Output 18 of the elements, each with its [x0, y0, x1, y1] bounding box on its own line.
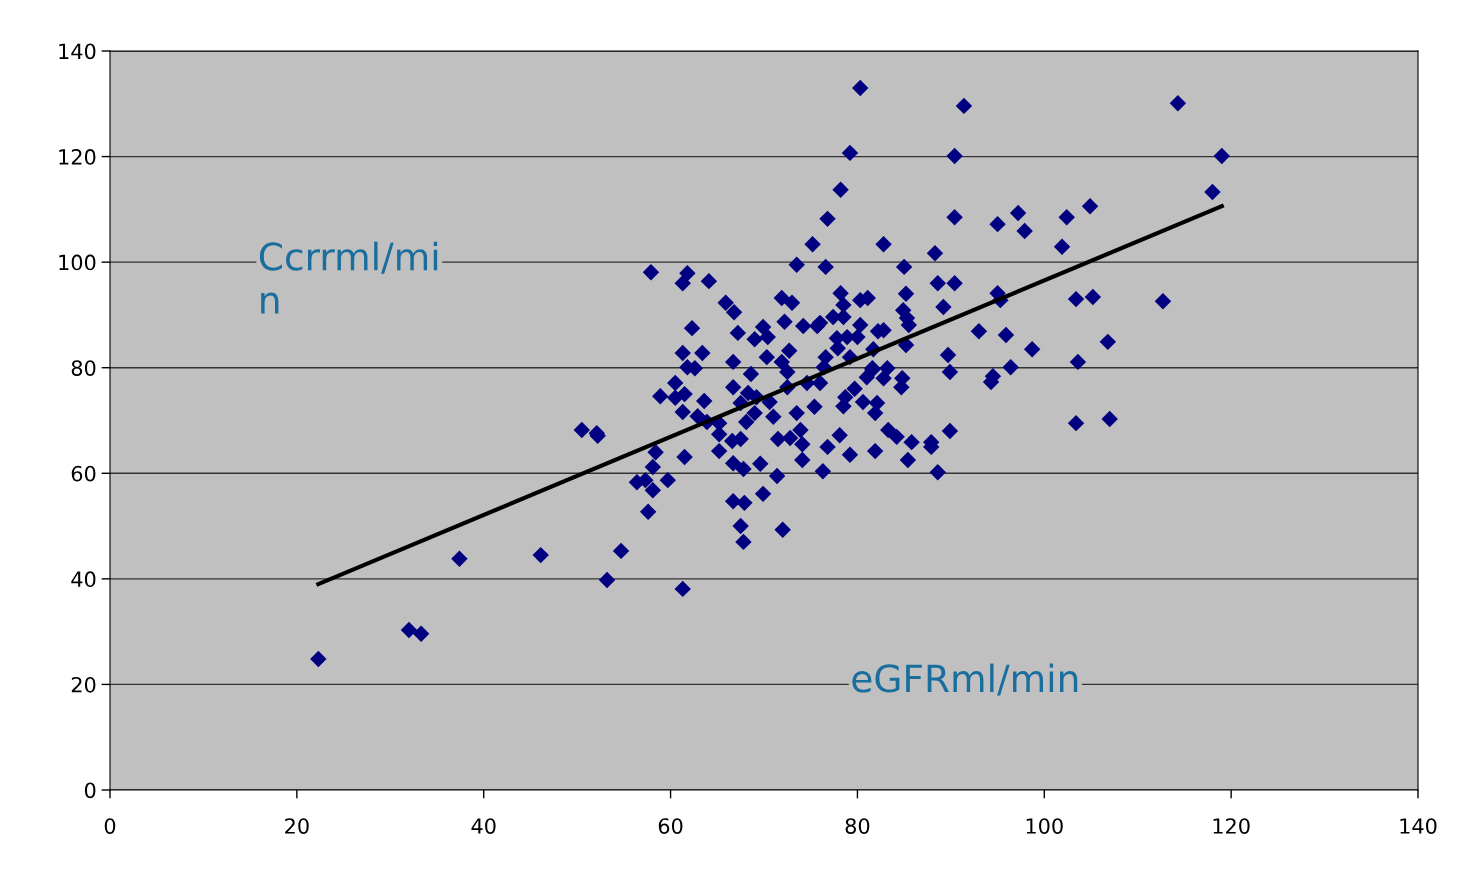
y-tick-label: 140: [59, 43, 96, 60]
y-tick-label: 40: [71, 571, 96, 588]
y-tick-label: 100: [59, 254, 96, 271]
x-axis-title: eGFRml/min: [852, 663, 1078, 696]
x-tick-label: 40: [471, 818, 496, 834]
y-tick-label: 60: [71, 465, 96, 482]
y-axis-title: Ccrrml/mi n: [259, 241, 438, 314]
y-tick-label: 20: [71, 676, 96, 693]
y-tick-label: 120: [59, 149, 96, 165]
x-tick-label: 100: [1026, 818, 1063, 834]
y-tick-label: 0: [84, 782, 96, 799]
x-tick-label: 80: [845, 818, 870, 834]
x-tick-label: 60: [658, 818, 683, 834]
y-tick-label: 80: [71, 360, 96, 376]
x-tick-label: 140: [1400, 818, 1437, 834]
x-tick-label: 20: [285, 818, 309, 834]
x-tick-label: 120: [1213, 818, 1250, 834]
x-tick-label: 0: [104, 818, 116, 834]
